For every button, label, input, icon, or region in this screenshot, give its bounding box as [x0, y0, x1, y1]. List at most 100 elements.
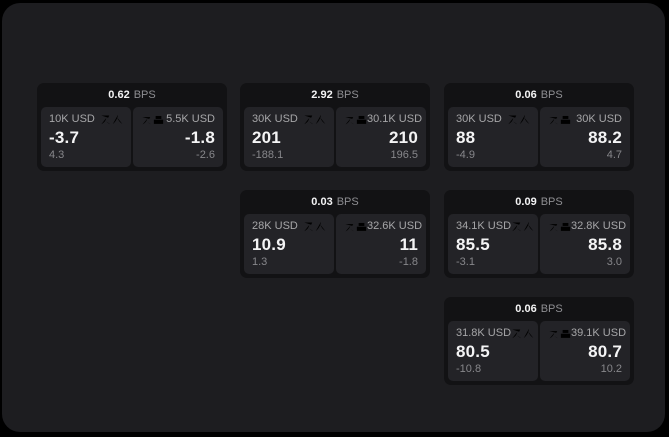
cjk-mai4-icon — [141, 114, 152, 125]
sell-amount: 32.6K USD — [367, 220, 423, 232]
buy-amount: 31.8K USD — [456, 327, 512, 339]
sell-tile-top: 卖出 5.5K USD — [141, 113, 215, 126]
cjk-chu-icon — [356, 114, 367, 125]
sell-amount: 5.5K USD — [166, 113, 215, 125]
bps-header: 0.06 BPS — [444, 83, 634, 107]
bps-value: 0.09 — [515, 196, 537, 208]
cjk-chu-icon — [560, 221, 571, 232]
sell-tile[interactable]: 卖出 5.5K USD -1.8 -2.6 — [133, 107, 223, 167]
quotes-panel: 0.62 BPS 10K USD 买入 -3.7 4.3 卖出 5.5K USD… — [2, 3, 665, 432]
cjk-chu-icon — [153, 114, 164, 125]
buy-tile[interactable]: 31.8K USD 买入 80.5 -10.8 — [448, 321, 538, 381]
buy-delta: -10.8 — [456, 363, 482, 375]
sell-label: 卖出 — [344, 221, 367, 232]
sell-price: 80.7 — [588, 342, 622, 361]
buy-label: 买入 — [511, 221, 534, 232]
quote-body: 28K USD 买入 10.9 1.3 卖出 32.6K USD 11 -1.8 — [244, 214, 426, 274]
bps-unit: BPS — [133, 89, 156, 101]
buy-delta: -4.9 — [456, 149, 475, 161]
quote-card-4: 0.03 BPS 28K USD 买入 10.9 1.3 卖出 32.6K US… — [240, 190, 430, 278]
sell-label: 卖出 — [344, 114, 367, 125]
cjk-chu-icon — [560, 114, 571, 125]
sell-tile-top: 卖出 32.6K USD — [344, 220, 422, 233]
sell-label: 卖出 — [548, 114, 571, 125]
sell-delta: -1.8 — [399, 256, 418, 268]
sell-delta: 3.0 — [606, 256, 622, 268]
cjk-mai-icon — [511, 221, 522, 232]
cjk-ru-icon — [315, 114, 326, 125]
sell-tile[interactable]: 卖出 30K USD 88.2 4.7 — [540, 107, 630, 167]
sell-tile[interactable]: 卖出 39.1K USD 80.7 10.2 — [540, 321, 630, 381]
cjk-mai-icon — [303, 114, 314, 125]
bps-value: 0.03 — [311, 196, 333, 208]
buy-tile[interactable]: 30K USD 买入 88 -4.9 — [448, 107, 538, 167]
buy-amount: 34.1K USD — [456, 220, 512, 232]
bps-value: 0.06 — [515, 303, 537, 315]
cjk-mai-icon — [507, 114, 518, 125]
cjk-mai4-icon — [548, 328, 559, 339]
sell-delta: 4.7 — [606, 149, 622, 161]
buy-price: 85.5 — [456, 235, 490, 254]
buy-amount: 10K USD — [49, 113, 95, 125]
sell-amount: 30.1K USD — [367, 113, 423, 125]
buy-price: 80.5 — [456, 342, 490, 361]
sell-tile[interactable]: 卖出 32.8K USD 85.8 3.0 — [540, 214, 630, 274]
sell-amount: 39.1K USD — [571, 327, 627, 339]
sell-price: 11 — [399, 235, 418, 254]
buy-price: -3.7 — [49, 128, 80, 147]
buy-tile-top: 31.8K USD 买入 — [456, 327, 530, 340]
buy-label: 买入 — [303, 114, 326, 125]
buy-price: 201 — [252, 128, 281, 147]
buy-amount: 30K USD — [252, 113, 298, 125]
quote-card-2: 2.92 BPS 30K USD 买入 201 -188.1 卖出 30.1K … — [240, 83, 430, 171]
quote-body: 30K USD 买入 201 -188.1 卖出 30.1K USD 210 1… — [244, 107, 426, 167]
buy-tile-top: 30K USD 买入 — [456, 113, 530, 126]
sell-label: 卖出 — [548, 328, 571, 339]
cjk-ru-icon — [519, 114, 530, 125]
sell-tile[interactable]: 卖出 32.6K USD 11 -1.8 — [336, 214, 426, 274]
bps-header: 0.09 BPS — [444, 190, 634, 214]
quote-body: 30K USD 买入 88 -4.9 卖出 30K USD 88.2 4.7 — [448, 107, 630, 167]
buy-tile-top: 28K USD 买入 — [252, 220, 326, 233]
buy-delta: -3.1 — [456, 256, 475, 268]
buy-label: 买入 — [100, 114, 123, 125]
buy-delta: -188.1 — [252, 149, 284, 161]
bps-value: 0.62 — [108, 89, 130, 101]
bps-unit: BPS — [540, 303, 563, 315]
cjk-ru-icon — [112, 114, 123, 125]
quote-card-3: 0.06 BPS 30K USD 买入 88 -4.9 卖出 30K USD 8… — [444, 83, 634, 171]
sell-delta: -2.6 — [196, 149, 215, 161]
cjk-ru-icon — [523, 221, 534, 232]
cjk-chu-icon — [356, 221, 367, 232]
buy-price: 10.9 — [252, 235, 286, 254]
bps-header: 0.03 BPS — [240, 190, 430, 214]
quote-body: 31.8K USD 买入 80.5 -10.8 卖出 39.1K USD 80.… — [448, 321, 630, 381]
buy-label: 买入 — [511, 328, 534, 339]
sell-amount: 32.8K USD — [571, 220, 627, 232]
bps-unit: BPS — [336, 196, 359, 208]
buy-tile[interactable]: 10K USD 买入 -3.7 4.3 — [41, 107, 131, 167]
quote-body: 10K USD 买入 -3.7 4.3 卖出 5.5K USD -1.8 -2.… — [41, 107, 223, 167]
bps-header: 2.92 BPS — [240, 83, 430, 107]
quote-card-6: 0.06 BPS 31.8K USD 买入 80.5 -10.8 卖出 39.1… — [444, 297, 634, 385]
cjk-mai4-icon — [548, 114, 559, 125]
bps-unit: BPS — [336, 89, 359, 101]
sell-tile-top: 卖出 32.8K USD — [548, 220, 626, 233]
buy-tile[interactable]: 28K USD 买入 10.9 1.3 — [244, 214, 334, 274]
sell-price: 88.2 — [588, 128, 622, 147]
sell-tile-top: 卖出 30K USD — [548, 113, 622, 126]
buy-tile[interactable]: 34.1K USD 买入 85.5 -3.1 — [448, 214, 538, 274]
sell-tile[interactable]: 卖出 30.1K USD 210 196.5 — [336, 107, 426, 167]
bps-value: 0.06 — [515, 89, 537, 101]
buy-label: 买入 — [507, 114, 530, 125]
cjk-mai-icon — [100, 114, 111, 125]
cjk-mai4-icon — [548, 221, 559, 232]
sell-label: 卖出 — [548, 221, 571, 232]
buy-price: 88 — [456, 128, 476, 147]
sell-price: 210 — [389, 128, 418, 147]
sell-delta: 196.5 — [390, 149, 418, 161]
sell-amount: 30K USD — [576, 113, 622, 125]
cjk-ru-icon — [523, 328, 534, 339]
buy-tile[interactable]: 30K USD 买入 201 -188.1 — [244, 107, 334, 167]
cjk-mai4-icon — [344, 114, 355, 125]
